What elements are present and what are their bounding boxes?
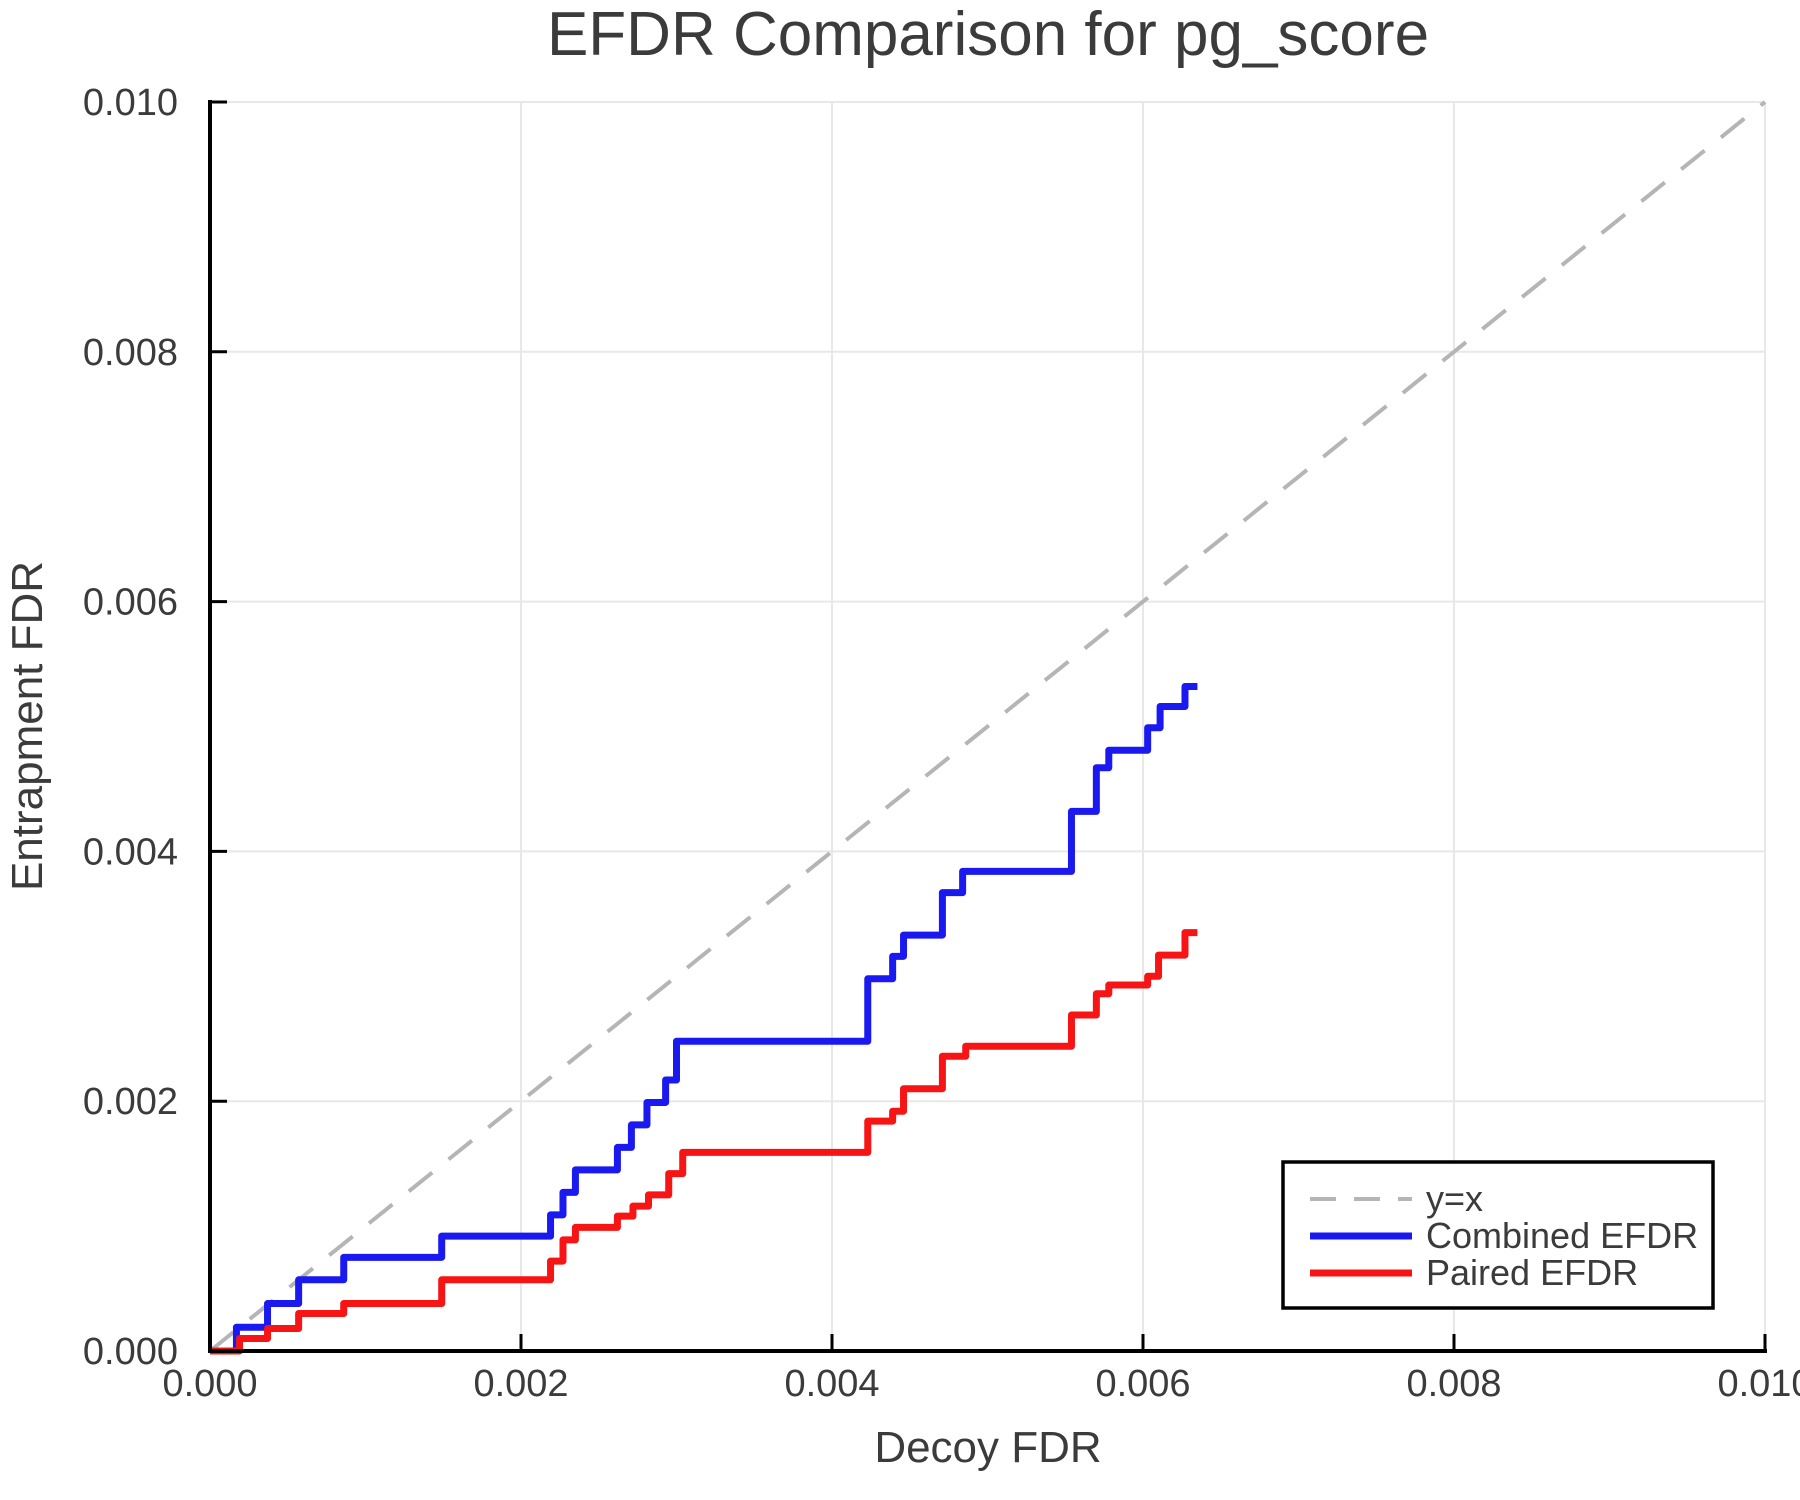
combined-efdr-line bbox=[210, 683, 1198, 1355]
x-tick-label: 0.000 bbox=[162, 1363, 257, 1405]
y-axis-label: Entrapment FDR bbox=[3, 561, 52, 891]
legend-paired-efdr-label: Paired EFDR bbox=[1426, 1252, 1638, 1293]
y-tick-label: 0.006 bbox=[83, 582, 178, 624]
x-tick-label: 0.004 bbox=[784, 1363, 879, 1405]
y-tick-label: 0.010 bbox=[83, 82, 178, 124]
axes-and-ticks: 0.000 0.002 0.004 0.006 0.008 0.010 0.000 0.002… bbox=[83, 82, 1800, 1405]
data-series bbox=[208, 100, 1767, 1355]
x-tick-label: 0.002 bbox=[473, 1363, 568, 1405]
x-tick-label: 0.006 bbox=[1095, 1363, 1190, 1405]
x-axis-label: Decoy FDR bbox=[874, 1423, 1101, 1472]
y-tick-label: 0.000 bbox=[83, 1331, 178, 1373]
y-tick-label: 0.004 bbox=[83, 831, 178, 873]
y-tick-label: 0.008 bbox=[83, 332, 178, 374]
legend-yx-label: y=x bbox=[1426, 1178, 1483, 1219]
y-tick-label: 0.002 bbox=[83, 1081, 178, 1123]
legend: y=x Combined EFDR Paired EFDR bbox=[1281, 1160, 1715, 1310]
x-tick-label: 0.008 bbox=[1406, 1363, 1501, 1405]
x-tick-label: 0.010 bbox=[1717, 1363, 1800, 1405]
chart-title: EFDR Comparison for pg_score bbox=[547, 0, 1429, 69]
y-x-line bbox=[208, 100, 1767, 1353]
legend-combined-efdr-label: Combined EFDR bbox=[1426, 1215, 1698, 1256]
paired-efdr-line bbox=[210, 929, 1198, 1355]
